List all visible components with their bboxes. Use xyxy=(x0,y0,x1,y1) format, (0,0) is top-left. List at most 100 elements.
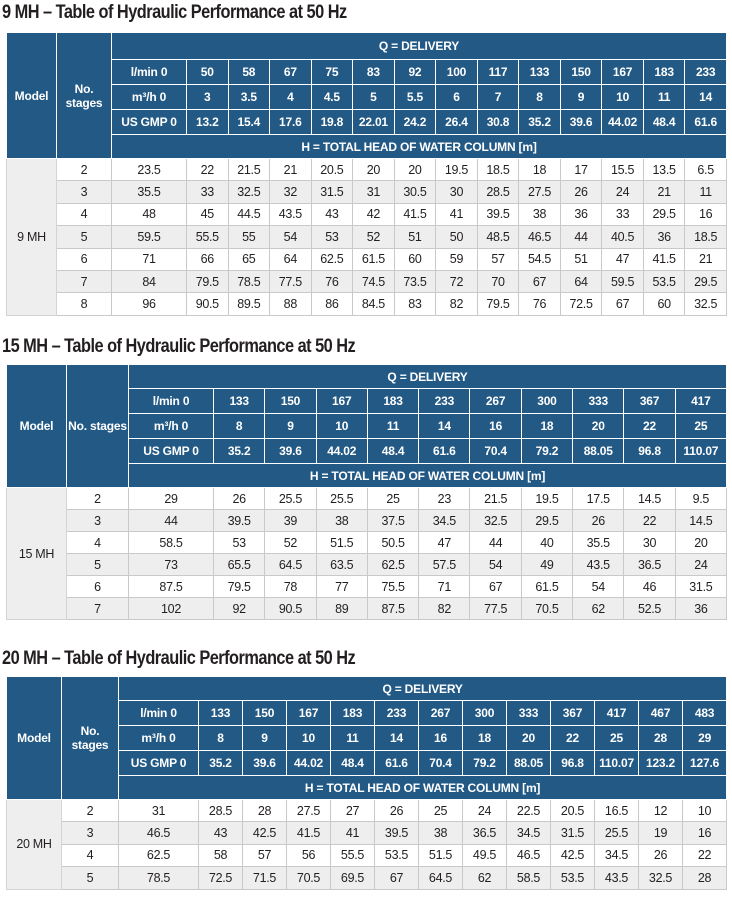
head-header: H = TOTAL HEAD OF WATER COLUMN [m] xyxy=(127,463,728,488)
head-value: 76 xyxy=(518,292,561,316)
head-value: 55.5 xyxy=(186,225,229,249)
stages-value: 4 xyxy=(61,843,119,868)
flow-value: 16 xyxy=(418,725,463,751)
head-value: 14.5 xyxy=(674,509,728,532)
head-value: 41.5 xyxy=(286,821,331,845)
head-value: 16.5 xyxy=(594,798,639,823)
head-value: 43 xyxy=(198,821,243,845)
head-value: 42 xyxy=(352,202,395,227)
head-value: 90.5 xyxy=(186,292,229,316)
flow-lmin-row: l/min 0 50 58 67 75 83 92 100 117 133 150 167 183 233 xyxy=(7,59,727,85)
head-value: 79.5 xyxy=(476,292,520,316)
flow-value: 79.2 xyxy=(462,750,507,776)
flow-value: 22.01 xyxy=(352,109,395,135)
head-value: 29 xyxy=(128,487,214,510)
flow-value: 6 xyxy=(435,84,478,110)
head-value: 67 xyxy=(374,866,419,890)
head-value: 58.5 xyxy=(506,866,551,890)
table-row: 5 78.5 72.5 71.5 70.5 69.5 67 64.5 62 58.5 53.5 43.… xyxy=(7,866,728,890)
head-value: 64 xyxy=(269,247,312,271)
stages-value: 5 xyxy=(66,553,129,576)
flow-value: 10 xyxy=(286,725,331,751)
head-value: 70.5 xyxy=(520,597,574,620)
head-value: 51.5 xyxy=(315,531,368,554)
head-value: 57.5 xyxy=(418,553,471,576)
head-value: 53.5 xyxy=(374,843,419,868)
head-value: 28.5 xyxy=(476,180,520,204)
stages-header: No. stages xyxy=(61,676,119,800)
head-value: 43 xyxy=(310,202,354,227)
flow-value: 30.8 xyxy=(476,109,520,135)
head-value: 40.5 xyxy=(601,225,644,249)
model-header: Model xyxy=(6,32,57,159)
head-value: 64.5 xyxy=(418,866,463,890)
head-value: 57 xyxy=(476,247,520,271)
head-value: 76 xyxy=(310,269,354,294)
head-value: 36 xyxy=(559,202,603,227)
head-value: 32.5 xyxy=(227,180,271,204)
table-row: 3 44 39.5 39 38 37.5 34.5 32.5 29.5 26 22 14.5 xyxy=(7,509,728,532)
flow-m3h-row: m³/h 0 8 9 10 11 14 16 18 20 22 25 28 29 xyxy=(7,725,728,751)
flow-value: 35.2 xyxy=(198,750,243,776)
head-value: 18 xyxy=(518,157,561,182)
head-value: 48 xyxy=(111,202,187,227)
head-value: 35.5 xyxy=(111,180,187,204)
flow-value: 11 xyxy=(330,725,375,751)
head-value: 21 xyxy=(269,157,312,182)
head-value: 9.5 xyxy=(674,487,728,510)
head-value: 45 xyxy=(186,202,229,227)
head-value: 43.5 xyxy=(269,202,312,227)
head-value: 46.5 xyxy=(506,843,551,868)
flow-value: 183 xyxy=(642,59,686,85)
head-value: 84.5 xyxy=(352,292,395,316)
head-value: 31 xyxy=(352,180,395,204)
head-value: 84 xyxy=(111,269,187,294)
unit-label: US GMP 0 xyxy=(111,109,187,135)
head-value: 53 xyxy=(212,531,266,554)
flow-value: 67 xyxy=(269,59,312,85)
head-value: 44 xyxy=(128,509,214,532)
flow-value: 48.4 xyxy=(642,109,686,135)
unit-label: l/min 0 xyxy=(118,700,199,726)
flow-value: 117 xyxy=(476,59,520,85)
flow-value: 300 xyxy=(462,700,507,726)
model-name: 15 MH xyxy=(6,487,67,620)
head-value: 70 xyxy=(476,269,520,294)
table-row: 4 58.5 53 52 51.5 50.5 47 44 40 35.5 30 20 xyxy=(7,531,728,554)
head-value: 16 xyxy=(681,821,728,845)
head-value: 59.5 xyxy=(601,269,644,294)
head-value: 24 xyxy=(674,553,728,576)
head-value: 66 xyxy=(186,247,229,271)
flow-value: 35.2 xyxy=(212,438,266,464)
head-value: 49 xyxy=(520,553,574,576)
flow-value: 417 xyxy=(674,388,728,414)
delivery-header: Q = DELIVERY xyxy=(111,32,727,60)
flow-value: 133 xyxy=(212,388,266,414)
head-header-row: H = TOTAL HEAD OF WATER COLUMN [m] xyxy=(7,134,727,159)
head-value: 59.5 xyxy=(111,225,187,249)
head-value: 41.5 xyxy=(642,247,686,271)
head-value: 46.5 xyxy=(118,821,199,845)
head-value: 26 xyxy=(374,798,419,823)
head-value: 25.5 xyxy=(315,487,368,510)
flow-value: 88.05 xyxy=(506,750,551,776)
head-value: 49.5 xyxy=(462,843,507,868)
head-value: 83 xyxy=(393,292,437,316)
flow-value: 18 xyxy=(520,413,574,439)
flow-value: 14 xyxy=(684,84,727,110)
head-value: 61.5 xyxy=(352,247,395,271)
flow-value: 14 xyxy=(418,413,471,439)
head-header: H = TOTAL HEAD OF WATER COLUMN [m] xyxy=(117,775,728,800)
flow-value: 11 xyxy=(642,84,686,110)
head-value: 71 xyxy=(111,247,187,271)
flow-value: 233 xyxy=(374,700,419,726)
flow-value: 96.8 xyxy=(550,750,595,776)
flow-value: 467 xyxy=(638,700,683,726)
flow-value: 15.4 xyxy=(227,109,271,135)
head-value: 58.5 xyxy=(128,531,214,554)
table-row: 15 MH 2 29 26 25.5 25.5 25 23 21.5 19.5 17.5 14.5 9.… xyxy=(6,487,728,620)
table-row: 20 MH 2 31 28.5 28 27.5 27 26 25 24 22.5 20.5 16.5 12… xyxy=(6,798,728,890)
head-value: 25.5 xyxy=(264,487,317,510)
head-value: 54 xyxy=(269,225,312,249)
flow-value: 96.8 xyxy=(623,438,676,464)
